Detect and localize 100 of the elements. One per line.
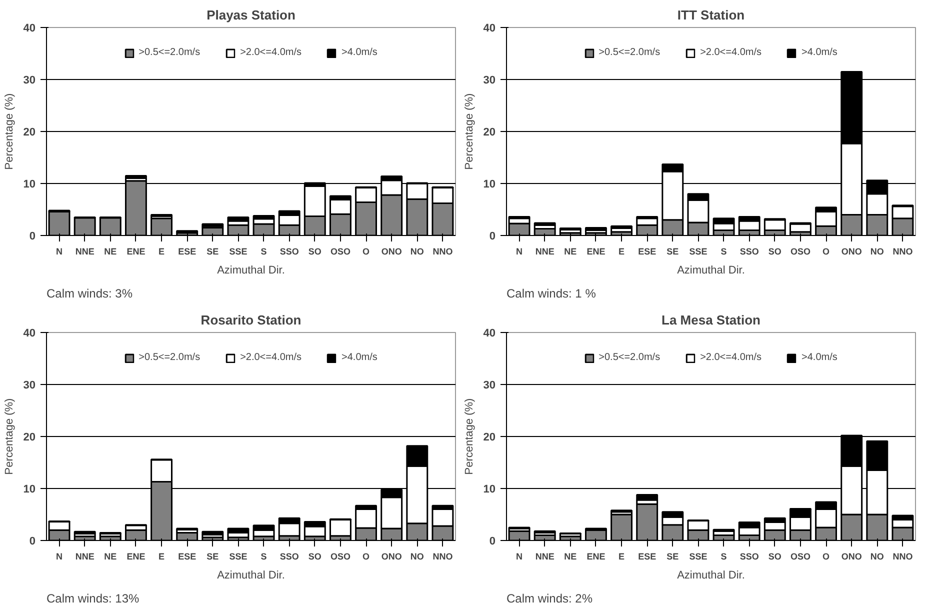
x-tick-label: S	[260, 552, 267, 562]
x-tick-label: ESE	[638, 246, 656, 256]
legend-label: >0.5<=2.0m/s	[598, 47, 660, 58]
legend-label: >2.0<=4.0m/s	[700, 47, 762, 58]
x-tick-label: OSO	[790, 552, 810, 562]
x-tick-label: SO	[308, 246, 322, 256]
text: Calm winds: 1 %	[506, 286, 596, 300]
y-tick-label: 0	[489, 536, 496, 548]
y-axis-title: Percentage (%)	[3, 93, 16, 170]
y-tick-label: 10	[23, 484, 36, 496]
x-tick-label: E	[158, 552, 165, 562]
x-tick-label: SE	[206, 552, 219, 562]
x-tick-label: ENE	[586, 246, 606, 256]
x-tick-label: S	[720, 246, 727, 256]
x-tick-label: O	[822, 552, 830, 562]
y-tick-label: 40	[483, 22, 496, 34]
x-tick-label: SE	[666, 552, 679, 562]
legend-label: >2.0<=4.0m/s	[240, 47, 302, 58]
legend-label: >4.0m/s	[342, 352, 378, 363]
x-tick-label: SSE	[229, 552, 248, 562]
x-tick-label: ENE	[126, 246, 146, 256]
x-tick-label: ONO	[381, 246, 402, 256]
x-tick-label: SSO	[280, 246, 299, 256]
x-tick-label: NNE	[535, 552, 554, 562]
x-tick-label: ONO	[841, 552, 862, 562]
x-axis-title: Azimuthal Dir.	[677, 570, 745, 582]
x-tick-label: OSO	[790, 246, 810, 256]
y-tick-label: 30	[23, 380, 36, 392]
x-tick-label: ONO	[381, 552, 402, 562]
y-tick-label: 20	[483, 432, 496, 444]
y-tick-label: 10	[483, 178, 496, 190]
text: Calm winds: 3%	[46, 286, 133, 300]
x-tick-label: SO	[768, 552, 782, 562]
y-tick-label: 10	[483, 484, 496, 496]
x-tick-label: NNE	[75, 246, 94, 256]
x-tick-label: O	[362, 246, 370, 256]
x-tick-label: SSE	[229, 246, 248, 256]
text: Calm winds: 2%	[506, 592, 593, 606]
x-tick-label: NO	[410, 552, 424, 562]
y-tick-label: 20	[23, 432, 36, 444]
legend-label: >4.0m/s	[342, 47, 378, 58]
y-tick-label: 40	[23, 328, 36, 340]
x-axis-title: Azimuthal Dir.	[217, 570, 285, 582]
x-tick-label: SSO	[740, 246, 759, 256]
x-tick-label: NNO	[432, 246, 453, 256]
x-tick-label: NNO	[432, 552, 453, 562]
x-axis-title: Azimuthal Dir.	[677, 264, 745, 276]
legend-label: >0.5<=2.0m/s	[138, 352, 200, 363]
y-tick-label: 0	[489, 230, 496, 242]
y-tick-label: 10	[23, 178, 36, 190]
x-tick-label: SSO	[740, 552, 759, 562]
x-tick-label: NNO	[892, 246, 913, 256]
x-tick-label: ENE	[126, 552, 146, 562]
x-tick-label: OSO	[330, 246, 350, 256]
x-tick-label: ESE	[178, 246, 196, 256]
y-tick-label: 30	[483, 380, 496, 392]
chart-title: ITT Station	[677, 8, 745, 22]
x-tick-label: E	[618, 552, 625, 562]
x-tick-label: S	[720, 552, 727, 562]
legend-label: >4.0m/s	[802, 352, 838, 363]
legend-label: >2.0<=4.0m/s	[700, 352, 762, 363]
chart-title: Rosarito Station	[200, 312, 302, 328]
y-tick-label: 30	[483, 74, 496, 86]
x-tick-label: OSO	[330, 552, 350, 562]
y-tick-label: 20	[483, 126, 496, 138]
y-tick-label: 40	[23, 22, 36, 34]
x-tick-label: NNE	[535, 246, 554, 256]
x-tick-label: O	[362, 552, 370, 562]
x-tick-label: NE	[104, 246, 117, 256]
x-tick-label: E	[158, 246, 165, 256]
x-tick-label: ENE	[586, 552, 606, 562]
x-tick-label: SO	[768, 246, 782, 256]
y-tick-label: 0	[29, 536, 36, 548]
y-tick-label: 0	[29, 230, 36, 242]
x-tick-label: SE	[666, 246, 679, 256]
x-tick-label: NNE	[75, 552, 94, 562]
x-tick-label: SE	[206, 246, 219, 256]
y-axis-title: Percentage (%)	[3, 398, 16, 475]
legend-label: >0.5<=2.0m/s	[138, 47, 200, 58]
x-tick-label: SO	[308, 552, 322, 562]
y-axis-title: Percentage (%)	[463, 93, 476, 170]
y-axis-title: Percentage (%)	[463, 398, 476, 475]
y-tick-label: 20	[23, 126, 36, 138]
x-tick-label: NO	[870, 552, 884, 562]
legend-label: >0.5<=2.0m/s	[598, 352, 660, 363]
y-tick-label: 40	[483, 328, 496, 340]
x-tick-label: N	[516, 246, 523, 256]
x-tick-label: NE	[564, 246, 577, 256]
x-tick-label: SSE	[689, 246, 708, 256]
x-tick-label: N	[56, 246, 63, 256]
x-tick-label: SSE	[689, 552, 708, 562]
x-tick-label: N	[516, 552, 523, 562]
x-axis-title: Azimuthal Dir.	[217, 264, 285, 276]
legend-label: >2.0<=4.0m/s	[240, 352, 302, 363]
x-tick-label: E	[618, 246, 625, 256]
x-tick-label: NE	[104, 552, 117, 562]
x-tick-label: O	[822, 246, 830, 256]
x-tick-label: NO	[870, 246, 884, 256]
x-tick-label: S	[260, 246, 267, 256]
x-tick-label: NE	[564, 552, 577, 562]
